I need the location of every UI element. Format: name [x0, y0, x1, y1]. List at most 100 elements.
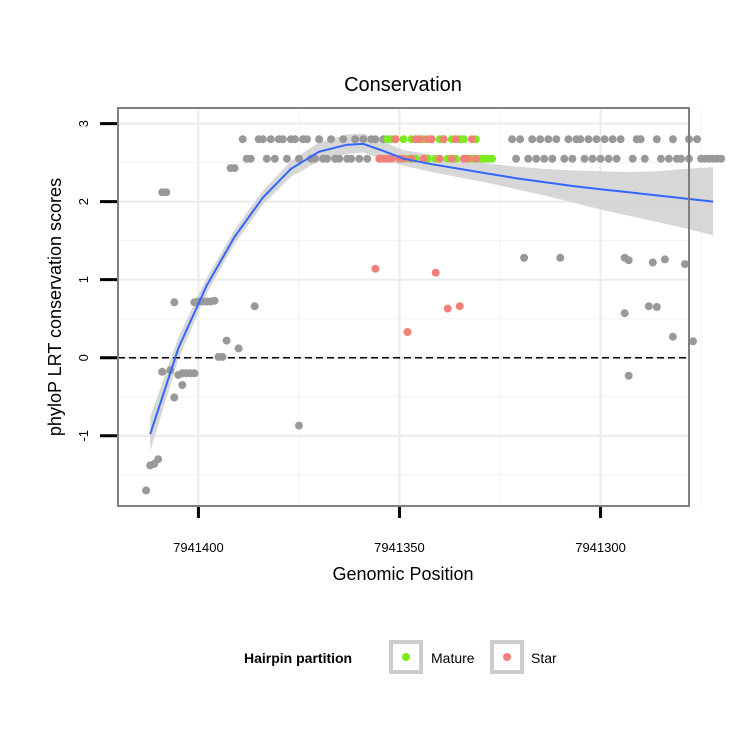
- data-point-other: [568, 154, 577, 163]
- data-point-star: [371, 264, 380, 273]
- data-point-other: [508, 135, 517, 144]
- y-axis-title: phyloP LRT conservation scores: [45, 178, 65, 436]
- data-point-other: [363, 154, 372, 163]
- data-point-other: [536, 135, 545, 144]
- data-point-other: [359, 135, 368, 144]
- data-point-mature: [399, 135, 408, 144]
- data-point-star: [455, 302, 464, 311]
- data-point-other: [717, 154, 726, 163]
- data-point-other: [644, 302, 653, 311]
- data-point-other: [158, 367, 167, 376]
- data-point-other: [668, 135, 677, 144]
- data-point-other: [295, 421, 303, 430]
- data-point-other: [290, 135, 299, 144]
- data-point-star: [403, 328, 412, 336]
- data-point-other: [520, 253, 529, 262]
- data-point-other: [262, 154, 271, 163]
- data-point-other: [616, 135, 625, 144]
- x-tick-label: 7941300: [575, 540, 626, 555]
- data-point-other: [335, 154, 344, 163]
- data-point-other: [516, 135, 525, 144]
- legend-label-mature: Mature: [431, 650, 475, 666]
- data-point-other: [524, 154, 533, 163]
- data-point-star: [447, 154, 456, 163]
- data-point-mature: [488, 154, 496, 163]
- data-point-other: [351, 135, 360, 144]
- data-point-star: [443, 304, 452, 313]
- data-point-other: [689, 337, 697, 346]
- legend-item-star: Star: [490, 640, 557, 674]
- data-point-other: [592, 135, 601, 144]
- data-points: [142, 135, 726, 495]
- data-point-other: [544, 135, 553, 144]
- panel-border: [117, 107, 690, 507]
- y-tick-label: 2: [76, 198, 91, 205]
- data-point-other: [258, 135, 267, 144]
- data-point-other: [652, 303, 661, 311]
- data-point-other: [315, 135, 324, 144]
- data-point-star: [435, 154, 444, 163]
- data-point-other: [371, 135, 380, 144]
- data-point-other: [532, 154, 541, 163]
- y-tick-label: 3: [76, 120, 91, 127]
- data-point-other: [636, 135, 645, 144]
- data-point-star: [467, 135, 476, 144]
- data-point-other: [560, 154, 569, 163]
- data-point-other: [295, 154, 303, 163]
- data-point-other: [162, 188, 171, 197]
- data-point-other: [512, 154, 521, 163]
- data-point-other: [624, 256, 633, 265]
- data-point-other: [668, 332, 677, 341]
- data-point-other: [230, 164, 239, 173]
- x-tick-label: 7941350: [374, 540, 425, 555]
- data-point-other: [564, 135, 573, 144]
- data-point-other: [170, 393, 179, 402]
- data-point-other: [282, 154, 291, 163]
- data-point-other: [246, 154, 255, 163]
- x-tick-label: 7941400: [173, 540, 224, 555]
- data-point-other: [600, 135, 609, 144]
- data-point-other: [584, 135, 593, 144]
- data-point-other: [596, 154, 605, 163]
- data-point-star: [439, 135, 448, 144]
- data-point-other: [548, 154, 557, 163]
- data-point-other: [339, 135, 348, 144]
- legend-marker-star: [503, 653, 511, 661]
- data-point-other: [234, 344, 243, 353]
- data-point-other: [250, 302, 259, 311]
- data-point-other: [266, 135, 275, 144]
- data-point-other: [648, 258, 657, 267]
- data-point-other: [640, 154, 649, 163]
- data-point-star: [391, 135, 400, 144]
- data-point-other: [576, 135, 585, 144]
- data-point-other: [218, 352, 227, 361]
- data-point-star: [427, 135, 436, 144]
- legend-key-mature: [389, 640, 423, 674]
- data-point-other: [652, 135, 661, 144]
- data-point-other: [580, 154, 589, 163]
- data-point-star: [419, 154, 428, 163]
- legend-title: Hairpin partition: [244, 650, 352, 666]
- data-point-other: [588, 154, 597, 163]
- data-point-other: [178, 381, 187, 389]
- data-point-other: [347, 154, 356, 163]
- legend-marker-mature: [402, 653, 410, 661]
- chart-title: Conservation: [344, 74, 462, 96]
- data-point-other: [323, 154, 332, 163]
- axes: 7941400 7941350 7941300 -1 0 1 2 3: [76, 120, 626, 555]
- panel-background: [118, 108, 689, 506]
- data-point-star: [451, 135, 460, 144]
- x-axis-title: Genomic Position: [332, 564, 473, 584]
- data-point-star: [387, 154, 396, 163]
- data-point-other: [355, 154, 364, 163]
- data-point-other: [238, 135, 247, 144]
- plot-panel: [117, 107, 726, 507]
- data-point-other: [556, 253, 565, 262]
- data-point-other: [681, 260, 689, 269]
- data-point-other: [660, 255, 669, 264]
- data-point-other: [142, 486, 151, 495]
- data-point-other: [552, 135, 561, 144]
- data-point-other: [170, 298, 179, 307]
- data-point-other: [222, 336, 231, 345]
- data-point-star: [415, 135, 424, 144]
